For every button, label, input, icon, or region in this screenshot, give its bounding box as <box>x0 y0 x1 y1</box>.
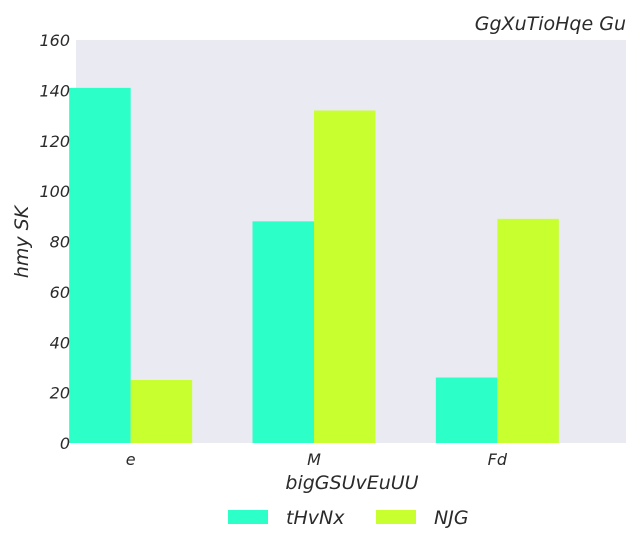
legend-swatch-NJG <box>376 510 416 524</box>
bar-NJG-Fd <box>497 218 559 443</box>
legend: tHvNx NJG <box>228 507 469 529</box>
y-tick-label: 60 <box>50 283 70 302</box>
bar-NJG-M <box>314 110 376 444</box>
chart-title: GgXuTioHqe Gu <box>475 13 626 35</box>
legend-label: tHvNx <box>286 507 345 529</box>
y-tick-label: 40 <box>50 333 70 352</box>
x-tick-label: M <box>307 450 321 469</box>
y-tick-label: 20 <box>50 384 70 403</box>
bar-NJG-e <box>130 380 193 443</box>
y-tick-label: 120 <box>39 132 70 151</box>
x-tick-label: e <box>126 450 136 469</box>
y-tick-label: 140 <box>39 81 70 100</box>
bar-tHvNx-M <box>252 221 314 443</box>
y-tick-label: 100 <box>39 182 70 201</box>
y-tick-label: 160 <box>39 31 70 50</box>
y-tick-label: 80 <box>50 233 70 252</box>
y-tick-label: 0 <box>60 434 70 453</box>
bars-group <box>69 87 559 444</box>
x-axis-ticks: e M Fd <box>126 450 508 469</box>
y-axis-label: hmy SK <box>11 204 33 278</box>
y-axis-ticks: 0 20 40 60 80 100 120 140 160 <box>39 31 70 453</box>
legend-label: NJG <box>434 507 469 529</box>
x-axis-label: bigGSUvEuUU <box>285 472 418 494</box>
legend-swatch-tHvNx <box>228 510 268 524</box>
x-tick-label: Fd <box>488 450 508 469</box>
bar-tHvNx-e <box>69 87 131 443</box>
bar-tHvNx-Fd <box>435 377 498 443</box>
